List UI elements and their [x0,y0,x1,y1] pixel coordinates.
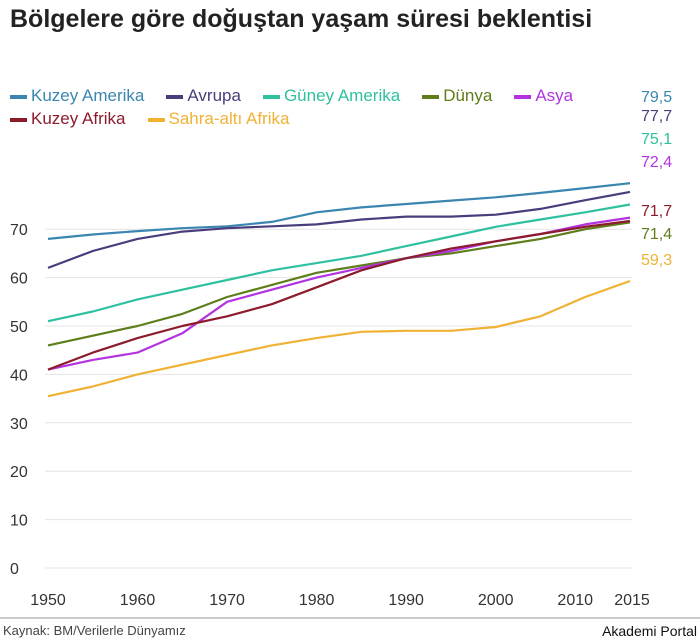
legend-swatch [147,117,165,122]
end-value-label: 71,4 [641,226,672,243]
legend-swatch [514,94,532,99]
series-line-kuzey-amerika [47,182,631,240]
legend-swatch [166,94,184,99]
legend-item: Kuzey Afrika [10,107,126,130]
legend-item: Avrupa [166,84,241,107]
legend-label: Kuzey Amerika [31,86,145,105]
y-tick-label: 70 [10,222,28,239]
end-value-label: 79,5 [641,89,672,106]
legend-label: Güney Amerika [283,86,401,105]
series-line-g-ney-amerika [47,203,631,323]
legend-swatch [262,94,280,99]
footer: Kaynak: BM/Verilerle Dünyamız Akademi Po… [0,617,700,643]
y-tick-label: 0 [10,561,19,578]
brand-label: Akademi Portal [602,623,697,639]
end-value-label: 72,4 [641,154,672,171]
end-value-label: 77,7 [641,108,672,125]
legend-item: Asya [514,84,573,107]
end-value-label: 75,1 [641,131,672,148]
legend-label: Sahra-altı Afrika [168,109,290,128]
legend-label: Avrupa [187,86,241,105]
x-tick-label: 1980 [299,592,335,609]
end-value-label: 71,7 [641,203,672,220]
legend-item: Sahra-altı Afrika [147,107,290,130]
legend-label: Dünya [443,86,493,105]
y-tick-label: 30 [10,416,28,433]
x-tick-label: 1960 [120,592,156,609]
y-tick-label: 20 [10,464,28,481]
series-line-avrupa [47,190,631,269]
x-tick-label: 1970 [209,592,245,609]
x-tick-label: 1950 [30,592,66,609]
x-tick-label: 2010 [557,592,593,609]
legend-swatch [10,117,27,122]
legend-label: Asya [535,86,574,105]
legend-item: Güney Amerika [262,84,401,107]
y-tick-label: 40 [10,367,28,384]
legend-swatch [422,94,440,99]
y-tick-label: 60 [10,271,28,288]
source-note: Kaynak: BM/Verilerle Dünyamız [3,623,186,638]
legend-item: Kuzey Amerika [10,84,144,107]
y-tick-label: 10 [10,513,28,530]
chart: 0 10 20 30 40 50 60 70 1950 1960 1970 1980 1990 2000 2… [10,89,672,609]
series-line-kuzey-afrika [47,219,631,371]
x-tick-label: 1990 [388,592,424,609]
x-tick-label: 2015 [614,592,650,609]
legend: Kuzey Amerika Avrupa Güney Amerika Dünya Asy… [10,84,700,130]
series-line-d-nya [47,221,631,347]
legend-label: Kuzey Afrika [31,109,126,128]
end-value-label: 59,3 [641,252,672,269]
chart-title: Bölgelere göre doğuştan yaşam süresi bek… [10,5,593,33]
y-tick-label: 50 [10,319,28,336]
series-line-sahra-alt-afrika [47,279,631,398]
legend-item: Dünya [422,84,492,107]
x-tick-label: 2000 [478,592,514,609]
legend-swatch [10,94,27,99]
